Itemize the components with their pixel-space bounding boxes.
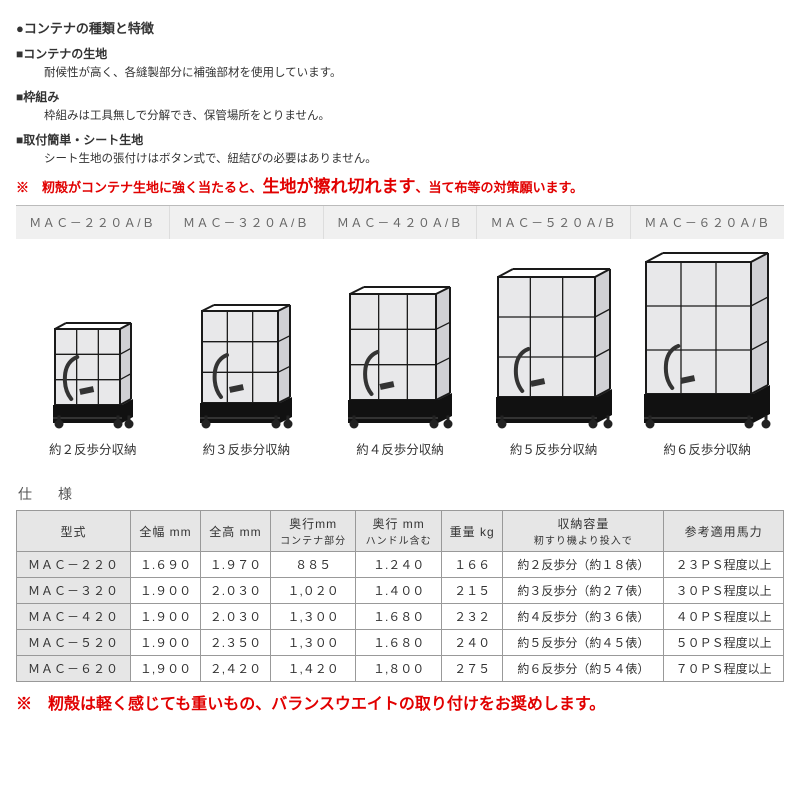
- table-row: ＭＡＣ－６２０１,９００２,４２０１,４２０１,８００２７５約６反歩分（約５４俵…: [17, 656, 784, 682]
- td-weight: ２４０: [441, 630, 503, 656]
- table-row: ＭＡＣ－４２０１.９００２.０３０１,３００１.６８０２３２約４反歩分（約３６俵…: [17, 604, 784, 630]
- capacity-label: 約５反歩分収納: [477, 439, 631, 458]
- td-depth2: １,８００: [356, 656, 442, 682]
- model-headers: ＭＡＣ－２２０Ａ/ＢＭＡＣ－３２０Ａ/ＢＭＡＣ－４２０Ａ/ＢＭＡＣ－５２０Ａ/Ｂ…: [16, 205, 784, 239]
- td-height: ２,４２０: [200, 656, 270, 682]
- td-weight: ２１５: [441, 578, 503, 604]
- td-width: １.９００: [131, 578, 201, 604]
- model-header: ＭＡＣ－３２０Ａ/Ｂ: [169, 206, 323, 239]
- product-cell: [323, 283, 477, 429]
- warning-prefix: ※ 籾殻がコンテナ生地に強く当たると、: [16, 180, 262, 195]
- spec-title: 仕 様: [18, 484, 784, 504]
- product-cell: [170, 301, 324, 429]
- feature-label: ■取付簡単・シート生地: [16, 131, 784, 148]
- product-images-row: [16, 239, 784, 435]
- warning-suffix: 、当て布等の対策願います。: [415, 180, 583, 195]
- td-hp: ２３ＰＳ程度以上: [664, 552, 784, 578]
- td-weight: ２３２: [441, 604, 503, 630]
- td-depth1: １,４２０: [270, 656, 356, 682]
- container-icon: [638, 249, 776, 429]
- td-model: ＭＡＣ－２２０: [17, 552, 131, 578]
- warning-line: ※ 籾殻がコンテナ生地に強く当たると、生地が擦れ切れます、当て布等の対策願います…: [16, 172, 784, 197]
- th-capacity: 収納容量 籾すり機より投入で: [503, 511, 664, 552]
- feature-desc: 耐候性が高く、各縫製部分に補強部材を使用しています。: [44, 64, 784, 80]
- container-icon: [490, 265, 618, 429]
- model-header: ＭＡＣ－４２０Ａ/Ｂ: [323, 206, 477, 239]
- td-hp: ５０ＰＳ程度以上: [664, 630, 784, 656]
- td-width: １,９００: [131, 656, 201, 682]
- product-cell: [630, 249, 784, 429]
- th-width: 全幅 mm: [131, 511, 201, 552]
- warning-big: 生地が擦れ切れます: [262, 177, 415, 196]
- model-header: ＭＡＣ－６２０Ａ/Ｂ: [630, 206, 784, 239]
- feature-label: ■枠組み: [16, 88, 784, 105]
- td-depth1: ８８５: [270, 552, 356, 578]
- td-width: １.９００: [131, 630, 201, 656]
- capacity-label: 約３反歩分収納: [170, 439, 324, 458]
- td-depth2: １.２４０: [356, 552, 442, 578]
- th-model: 型式: [17, 511, 131, 552]
- td-depth2: １.６８０: [356, 630, 442, 656]
- model-header: ＭＡＣ－５２０Ａ/Ｂ: [476, 206, 630, 239]
- th-height: 全高 mm: [200, 511, 270, 552]
- container-icon: [47, 319, 139, 429]
- section-title: ●コンテナの種類と特徴: [16, 18, 784, 37]
- product-cell: [16, 319, 170, 429]
- td-model: ＭＡＣ－６２０: [17, 656, 131, 682]
- td-capacity: 約６反歩分（約５４俵）: [503, 656, 664, 682]
- td-width: １.９００: [131, 604, 201, 630]
- footer-warning: ※ 籾殻は軽く感じても重いもの、バランスウエイトの取り付けをお奨めします。: [16, 690, 784, 714]
- capacity-label: 約２反歩分収納: [16, 439, 170, 458]
- model-header: ＭＡＣ－２２０Ａ/Ｂ: [16, 206, 169, 239]
- table-row: ＭＡＣ－２２０１.６９０１.９７０８８５１.２４０１６６約２反歩分（約１８俵）２…: [17, 552, 784, 578]
- capacity-label: 約４反歩分収納: [323, 439, 477, 458]
- td-model: ＭＡＣ－４２０: [17, 604, 131, 630]
- container-icon: [342, 283, 458, 429]
- th-depth1: 奥行mm コンテナ部分: [270, 511, 356, 552]
- capacity-label: 約６反歩分収納: [630, 439, 784, 458]
- td-capacity: 約４反歩分（約３６俵）: [503, 604, 664, 630]
- product-cell: [477, 265, 631, 429]
- feature-label: ■コンテナの生地: [16, 45, 784, 62]
- feature-desc: 枠組みは工具無しで分解でき、保管場所をとりません。: [44, 107, 784, 123]
- table-row: ＭＡＣ－３２０１.９００２.０３０１,０２０１.４００２１５約３反歩分（約２７俵…: [17, 578, 784, 604]
- td-depth2: １.４００: [356, 578, 442, 604]
- td-capacity: 約２反歩分（約１８俵）: [503, 552, 664, 578]
- td-model: ＭＡＣ－３２０: [17, 578, 131, 604]
- feature-desc: シート生地の張付けはボタン式で、紐結びの必要はありません。: [44, 150, 784, 166]
- capacity-labels: 約２反歩分収納約３反歩分収納約４反歩分収納約５反歩分収納約６反歩分収納: [16, 439, 784, 458]
- td-depth1: １,３００: [270, 604, 356, 630]
- td-weight: ２７５: [441, 656, 503, 682]
- td-depth1: １,０２０: [270, 578, 356, 604]
- td-model: ＭＡＣ－５２０: [17, 630, 131, 656]
- th-depth2: 奥行 mm ハンドル含む: [356, 511, 442, 552]
- th-hp: 参考適用馬力: [664, 511, 784, 552]
- th-weight: 重量 kg: [441, 511, 503, 552]
- td-capacity: 約５反歩分（約４５俵）: [503, 630, 664, 656]
- td-width: １.６９０: [131, 552, 201, 578]
- td-height: ２.３５０: [200, 630, 270, 656]
- td-height: １.９７０: [200, 552, 270, 578]
- td-height: ２.０３０: [200, 578, 270, 604]
- td-height: ２.０３０: [200, 604, 270, 630]
- td-weight: １６６: [441, 552, 503, 578]
- td-depth1: １,３００: [270, 630, 356, 656]
- table-row: ＭＡＣ－５２０１.９００２.３５０１,３００１.６８０２４０約５反歩分（約４５俵…: [17, 630, 784, 656]
- spec-table: 型式 全幅 mm 全高 mm 奥行mm コンテナ部分 奥行 mm ハンドル含む …: [16, 510, 784, 682]
- td-depth2: １.６８０: [356, 604, 442, 630]
- container-icon: [194, 301, 298, 429]
- td-capacity: 約３反歩分（約２７俵）: [503, 578, 664, 604]
- td-hp: ４０ＰＳ程度以上: [664, 604, 784, 630]
- td-hp: ３０ＰＳ程度以上: [664, 578, 784, 604]
- td-hp: ７０ＰＳ程度以上: [664, 656, 784, 682]
